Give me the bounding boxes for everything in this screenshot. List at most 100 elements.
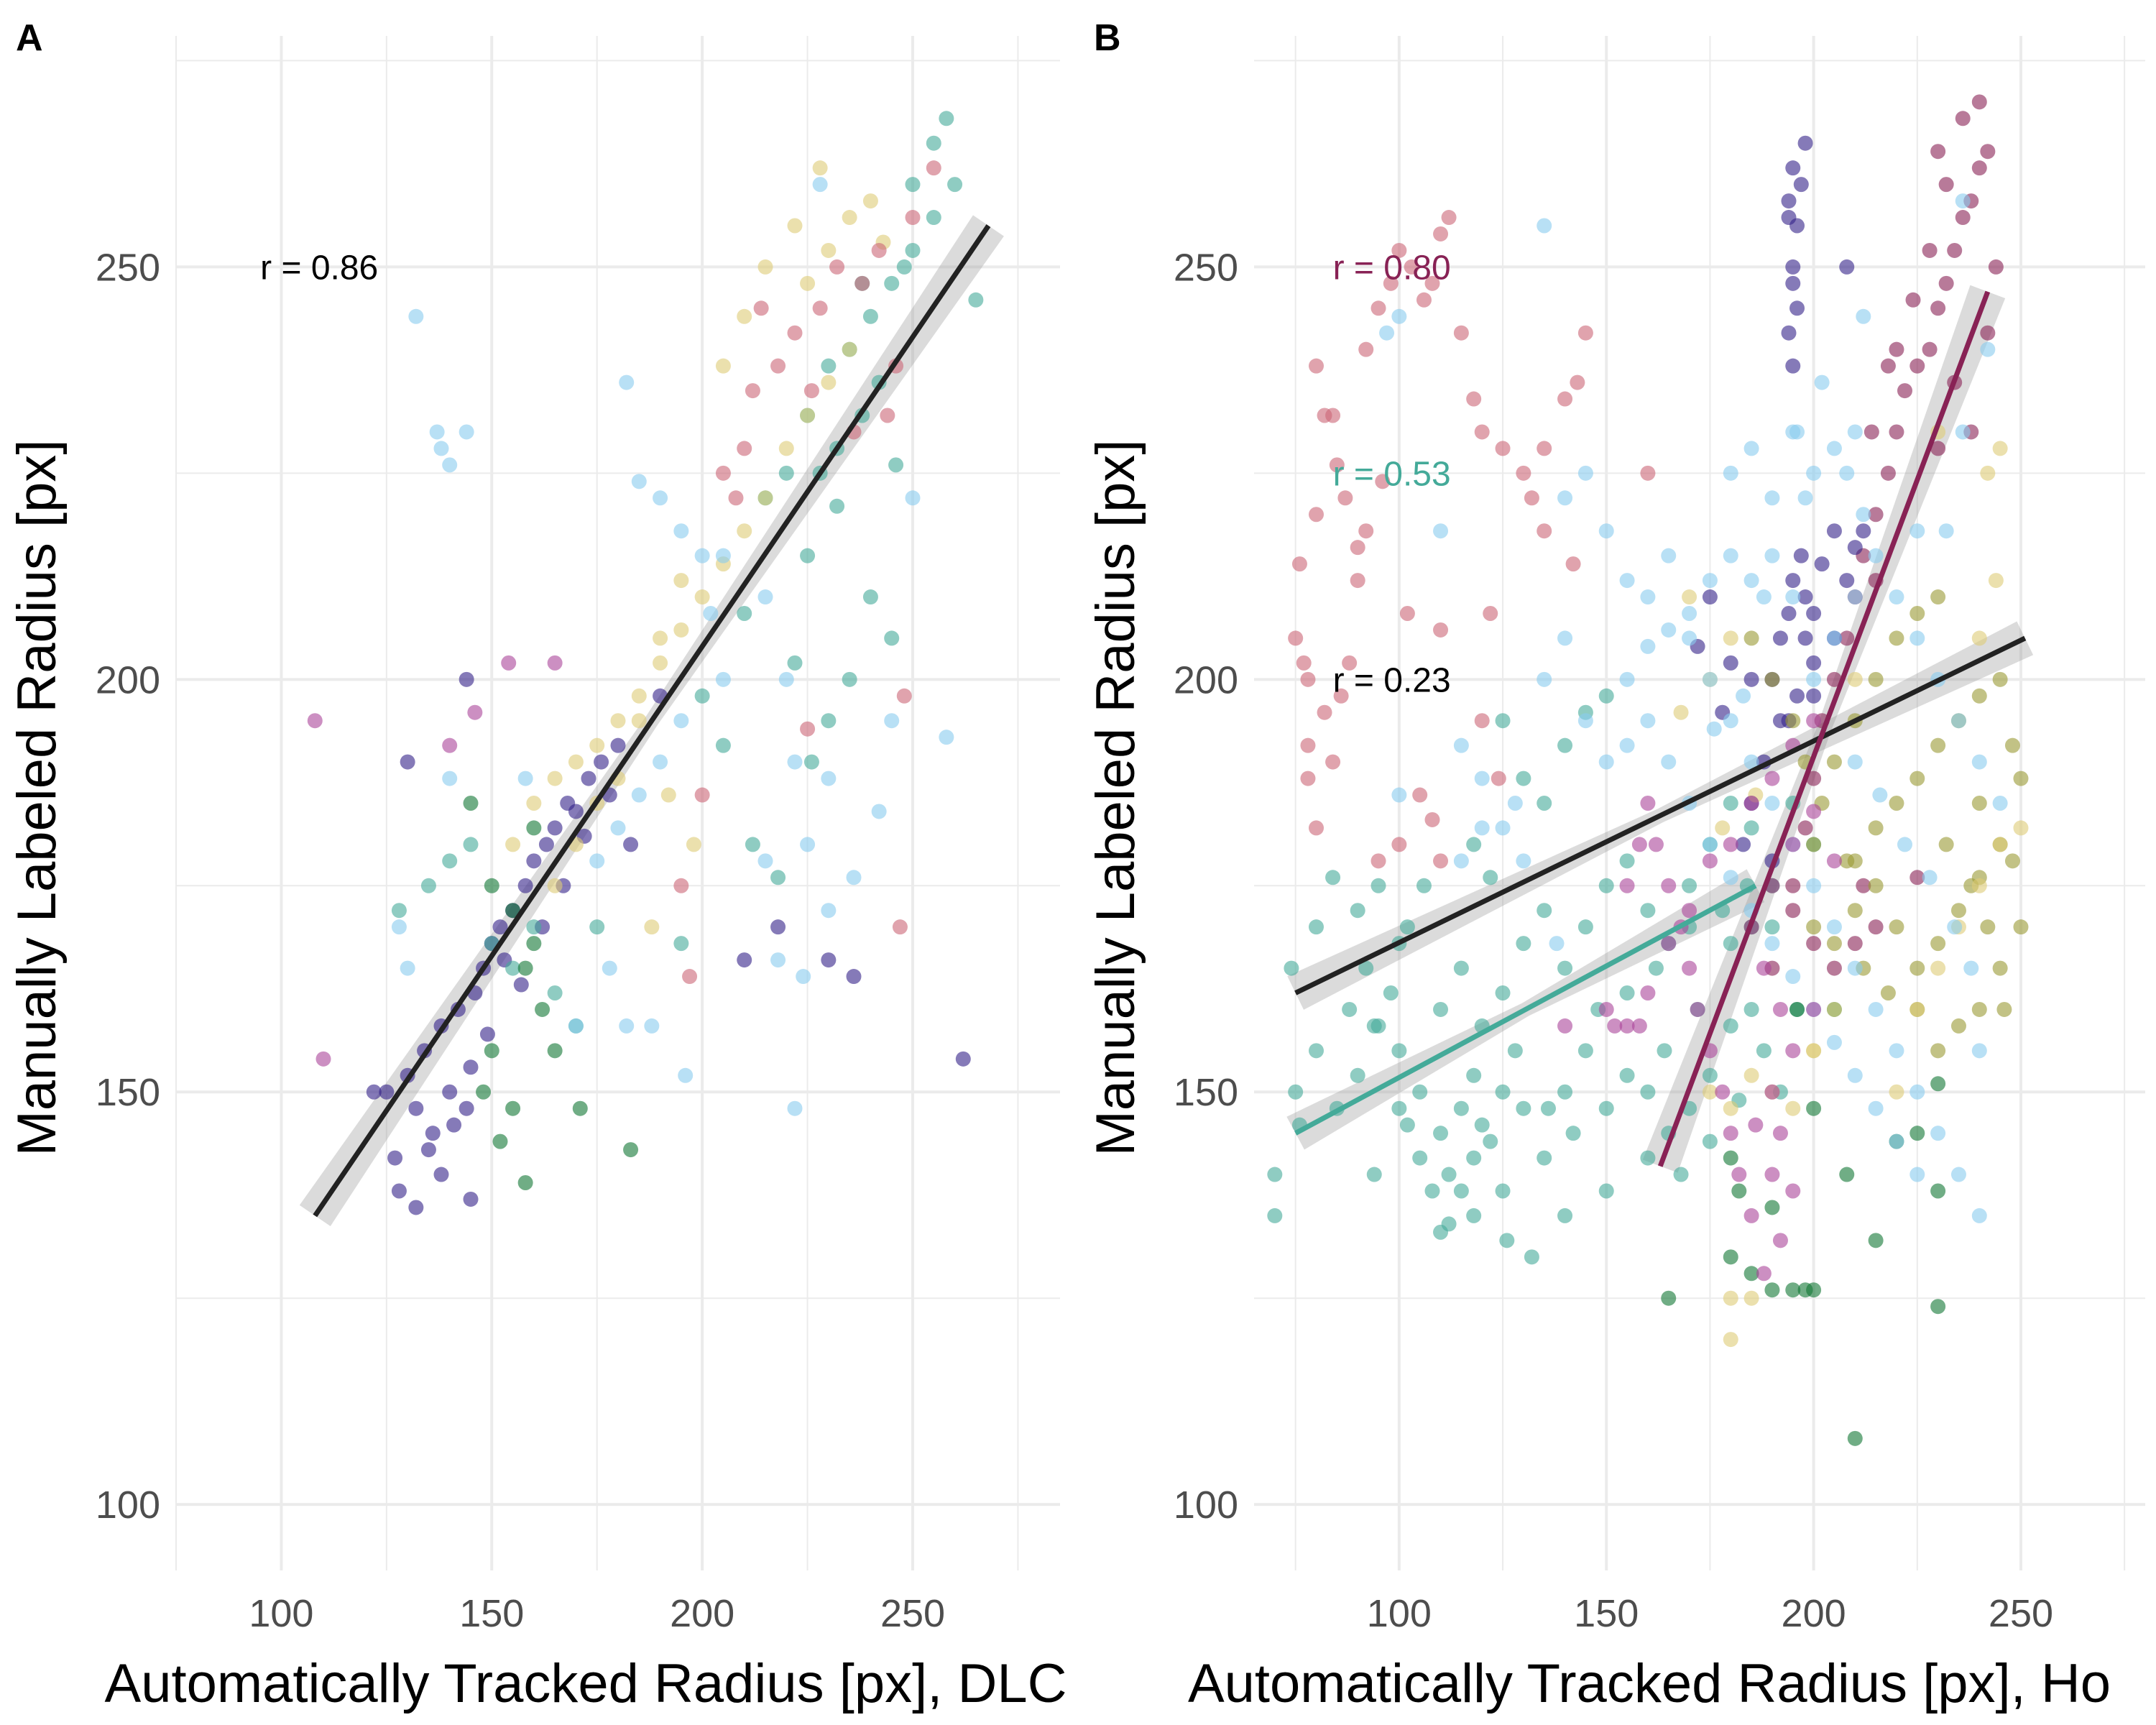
data-point [1930, 1299, 1946, 1315]
data-point [1404, 259, 1419, 275]
data-point [1847, 1067, 1863, 1083]
data-point [682, 969, 698, 985]
data-point [1764, 919, 1780, 935]
data-point [1785, 969, 1801, 985]
data-point [1764, 796, 1780, 811]
data-point [517, 1175, 533, 1191]
data-point [2013, 770, 2029, 786]
correlation-label: r = 0.53 [1333, 455, 1451, 493]
data-point [1992, 671, 2008, 687]
data-point [1764, 1084, 1780, 1100]
data-point [1826, 936, 1842, 952]
data-point [846, 870, 862, 886]
data-point [619, 374, 635, 390]
data-point [1785, 160, 1801, 176]
data-point [1992, 960, 2008, 976]
data-point [1453, 1100, 1469, 1116]
data-point [757, 589, 773, 605]
data-point [420, 878, 436, 893]
data-point [1806, 655, 1822, 671]
data-point [1284, 960, 1299, 976]
data-point [1723, 837, 1738, 852]
data-point [1905, 292, 1921, 308]
data-point [1781, 325, 1797, 341]
data-point [1930, 589, 1946, 605]
data-point [1806, 837, 1822, 852]
data-point [1483, 1133, 1498, 1149]
data-point [1889, 630, 1904, 646]
data-point [694, 589, 710, 605]
data-point [1661, 1290, 1677, 1306]
data-point [842, 671, 857, 687]
data-point [803, 754, 819, 770]
data-point [800, 721, 816, 737]
data-point [821, 242, 837, 258]
data-point [1391, 1100, 1407, 1116]
data-point [1814, 374, 1830, 390]
data-point [1453, 325, 1469, 341]
data-point [1797, 135, 1813, 151]
fit-line [1294, 883, 1757, 1136]
data-point [673, 878, 689, 893]
data-point [1267, 1208, 1283, 1223]
data-point [644, 919, 660, 935]
data-point [1988, 573, 2004, 589]
data-point [1955, 111, 1971, 126]
data-point [1598, 878, 1614, 893]
data-point [1826, 523, 1842, 539]
data-point [1785, 713, 1801, 729]
data-point [787, 754, 803, 770]
data-point [770, 358, 786, 374]
data-point [1640, 985, 1656, 1001]
data-point [568, 804, 584, 819]
data-point [1756, 960, 1772, 976]
data-point [484, 878, 499, 893]
data-point [1524, 1249, 1539, 1265]
data-point [787, 655, 803, 671]
data-point [1491, 770, 1506, 786]
data-point [547, 1043, 563, 1059]
data-point [1826, 960, 1842, 976]
data-point [1723, 796, 1738, 811]
data-point [408, 1200, 424, 1215]
data-point [1441, 1167, 1457, 1182]
data-point [1619, 878, 1635, 893]
data-point [1868, 919, 1884, 935]
panel-b-annotations: r = 0.80 r = 0.53 r = 0.23 [1333, 249, 1451, 699]
data-point [1868, 878, 1884, 893]
data-point [686, 837, 701, 852]
data-point [703, 605, 719, 621]
data-point [1723, 1018, 1738, 1034]
data-point [535, 1001, 550, 1017]
x-tick-label: 200 [1782, 1592, 1846, 1635]
data-point [1743, 1067, 1759, 1083]
y-tick-label: 200 [1174, 658, 1238, 702]
data-point [905, 177, 921, 193]
data-point [1826, 919, 1842, 935]
data-point [1930, 1076, 1946, 1092]
data-point [1806, 770, 1822, 786]
data-point [1971, 1001, 1987, 1017]
y-tick-label: 200 [96, 658, 160, 702]
data-point [1971, 878, 1987, 893]
data-point [1764, 548, 1780, 564]
data-point [1723, 465, 1738, 481]
data-point [1868, 507, 1884, 523]
data-point [1309, 358, 1325, 374]
data-point [1466, 1150, 1482, 1166]
data-point [1839, 465, 1855, 481]
data-point [1291, 556, 1307, 572]
data-point [1922, 341, 1938, 357]
data-point [2004, 853, 2020, 869]
data-point [1930, 144, 1946, 160]
data-point [1889, 1133, 1904, 1149]
data-point [1466, 1208, 1482, 1223]
data-point [1793, 548, 1809, 564]
data-point [1661, 878, 1677, 893]
data-point [1657, 1043, 1672, 1059]
fit-line [313, 224, 991, 1218]
data-point [1856, 308, 1871, 324]
data-point [1416, 292, 1432, 308]
data-point [1764, 490, 1780, 506]
data-point [476, 1084, 492, 1100]
